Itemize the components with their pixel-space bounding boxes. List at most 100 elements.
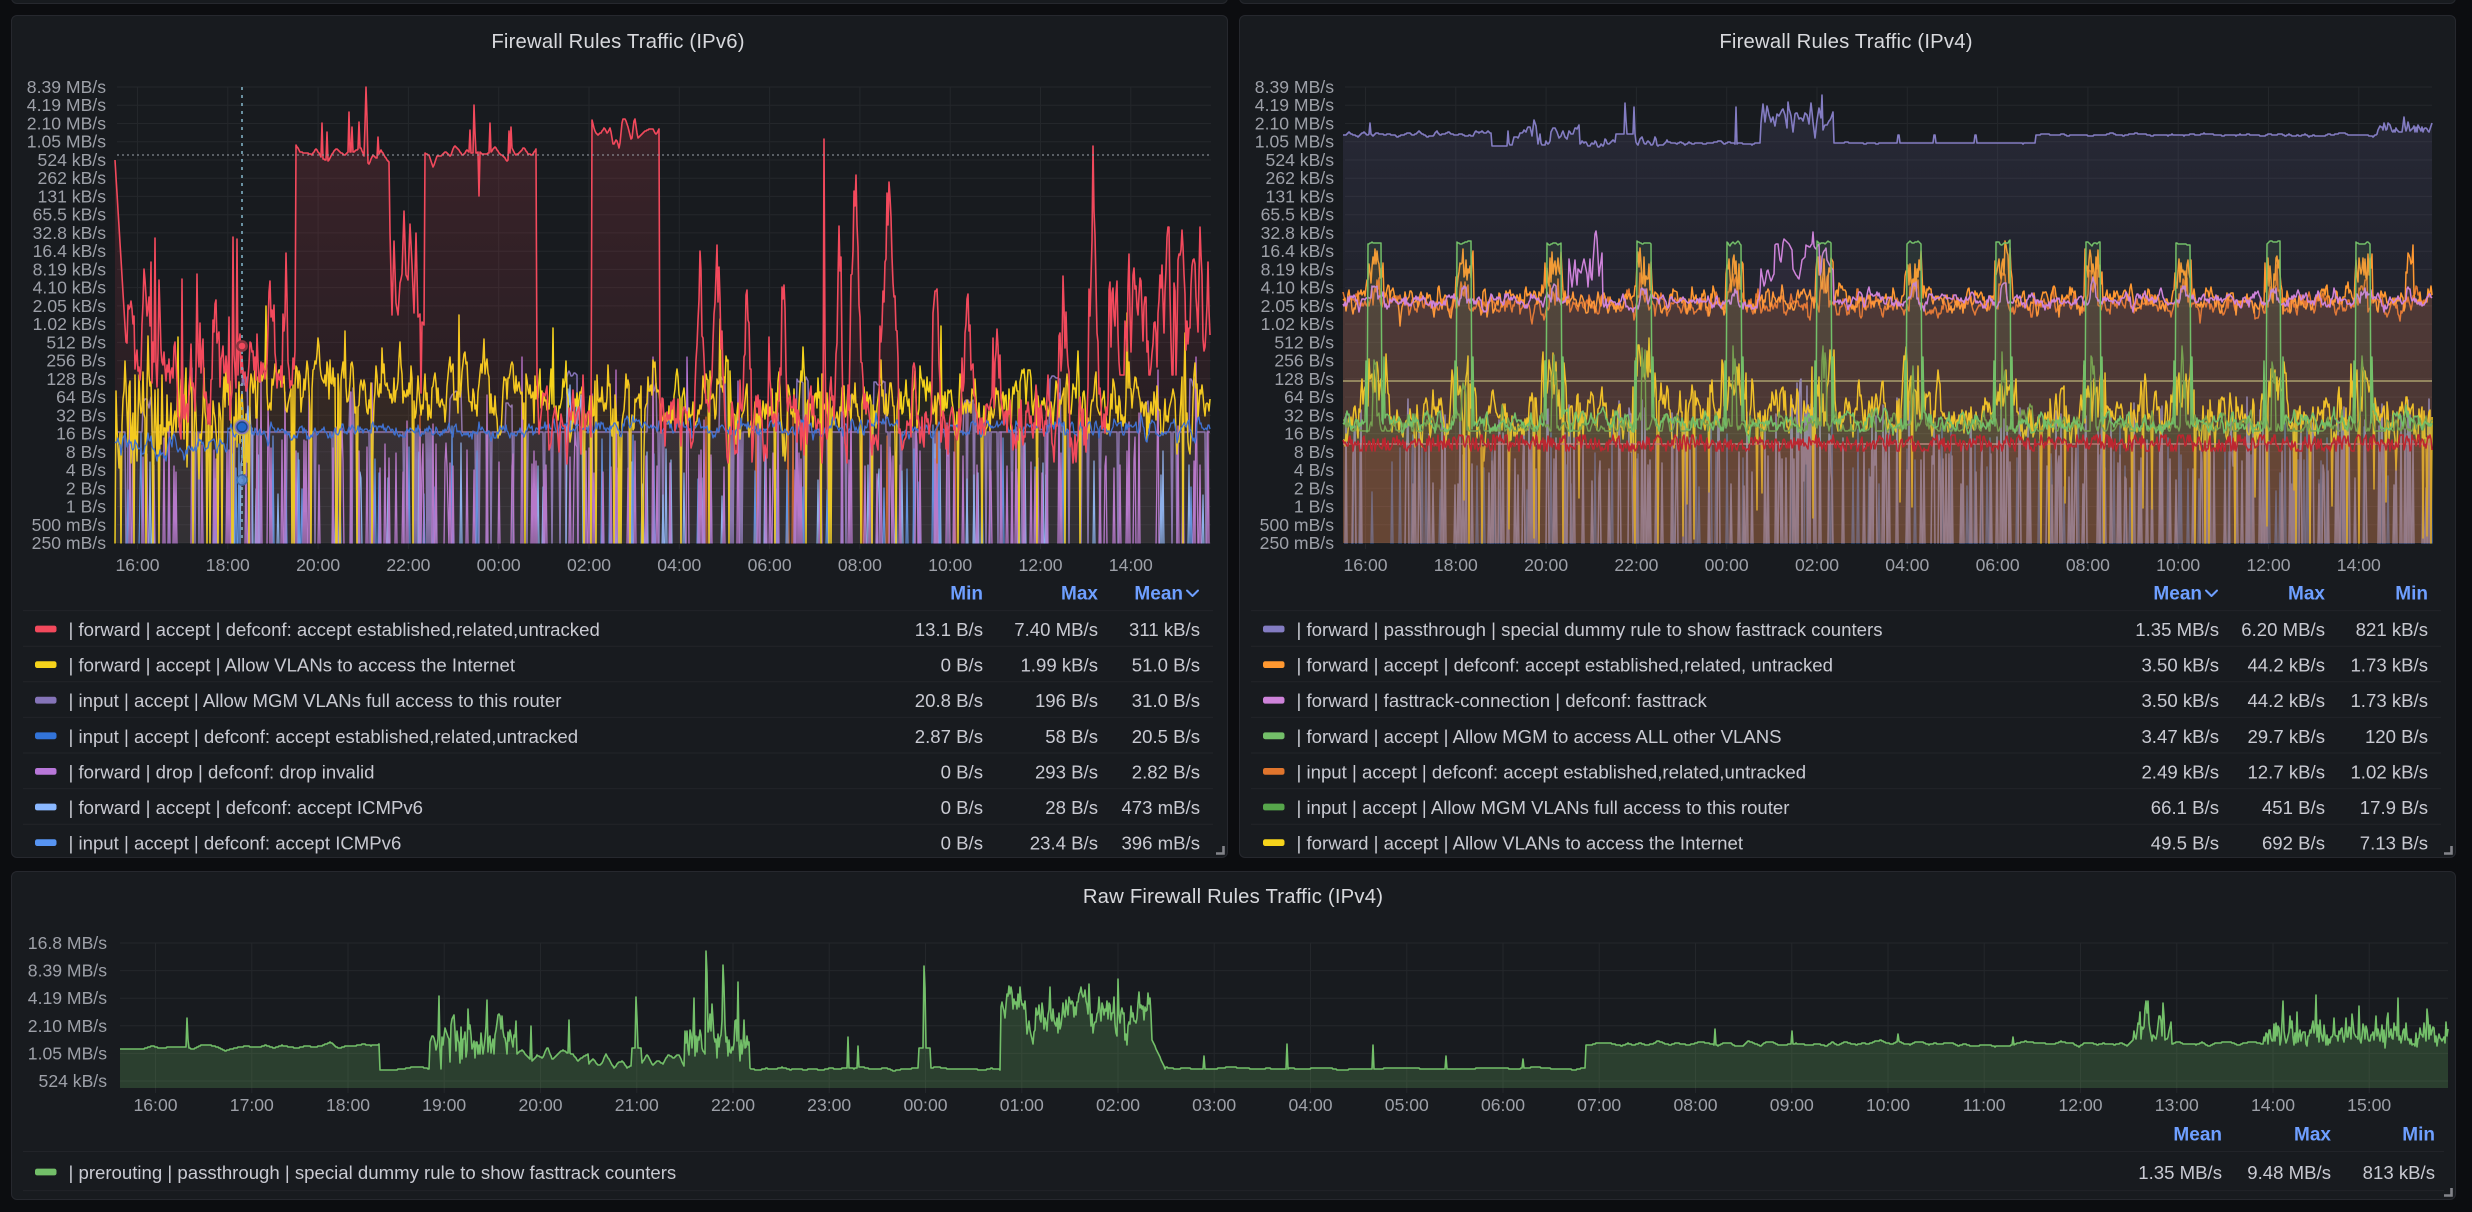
- svg-text:1.73 kB/s: 1.73 kB/s: [2350, 655, 2428, 676]
- svg-text:3.47 kB/s: 3.47 kB/s: [2141, 726, 2219, 747]
- svg-text:| input | accept | defconf: ac: | input | accept | defconf: accept ICMPv…: [69, 833, 402, 854]
- svg-text:16:00: 16:00: [1343, 555, 1387, 575]
- svg-text:Mean: Mean: [1134, 584, 1183, 605]
- svg-text:49.5 B/s: 49.5 B/s: [2151, 833, 2219, 854]
- svg-text:32.8 kB/s: 32.8 kB/s: [1261, 223, 1335, 243]
- svg-text:256 B/s: 256 B/s: [1274, 351, 1334, 371]
- svg-text:| input | accept | defconf: ac: | input | accept | defconf: accept estab…: [1297, 761, 1807, 782]
- svg-text:12:00: 12:00: [2058, 1095, 2102, 1115]
- svg-text:65.5 kB/s: 65.5 kB/s: [1261, 205, 1335, 225]
- svg-text:128 B/s: 128 B/s: [1274, 369, 1334, 389]
- svg-text:2.05 kB/s: 2.05 kB/s: [33, 296, 107, 316]
- svg-text:16.4 kB/s: 16.4 kB/s: [33, 241, 107, 261]
- svg-text:17.9 B/s: 17.9 B/s: [2360, 797, 2428, 818]
- svg-text:Firewall Rules Traffic (IPv4): Firewall Rules Traffic (IPv4): [1719, 31, 1972, 53]
- svg-text:8.19 kB/s: 8.19 kB/s: [1261, 259, 1335, 279]
- svg-text:20.8 B/s: 20.8 B/s: [915, 690, 983, 711]
- svg-text:06:00: 06:00: [748, 555, 792, 575]
- svg-text:51.0 B/s: 51.0 B/s: [1132, 655, 1200, 676]
- svg-text:262 kB/s: 262 kB/s: [1266, 168, 1335, 188]
- svg-text:4.19 MB/s: 4.19 MB/s: [27, 95, 106, 115]
- svg-text:1.02 kB/s: 1.02 kB/s: [33, 314, 107, 334]
- svg-text:09:00: 09:00: [1770, 1095, 1814, 1115]
- svg-text:16:00: 16:00: [115, 555, 159, 575]
- svg-text:2 B/s: 2 B/s: [66, 478, 106, 498]
- svg-text:20:00: 20:00: [296, 555, 340, 575]
- svg-text:44.2 kB/s: 44.2 kB/s: [2247, 655, 2325, 676]
- svg-text:18:00: 18:00: [206, 555, 250, 575]
- svg-text:08:00: 08:00: [2066, 555, 2110, 575]
- svg-text:131 kB/s: 131 kB/s: [38, 186, 107, 206]
- svg-text:14:00: 14:00: [2251, 1095, 2295, 1115]
- svg-text:17:00: 17:00: [230, 1095, 274, 1115]
- svg-text:| forward | accept | Allow VLA: | forward | accept | Allow VLANs to acce…: [69, 655, 516, 676]
- svg-text:20.5 B/s: 20.5 B/s: [1132, 726, 1200, 747]
- svg-text:3.50 kB/s: 3.50 kB/s: [2141, 690, 2219, 711]
- svg-text:4.10 kB/s: 4.10 kB/s: [1261, 278, 1335, 298]
- svg-text:64 B/s: 64 B/s: [56, 387, 106, 407]
- svg-text:Mean: Mean: [2153, 584, 2202, 605]
- svg-text:524 kB/s: 524 kB/s: [1266, 150, 1335, 170]
- svg-text:Max: Max: [2288, 584, 2325, 605]
- svg-text:05:00: 05:00: [1385, 1095, 1429, 1115]
- svg-text:18:00: 18:00: [326, 1095, 370, 1115]
- svg-text:20:00: 20:00: [1524, 555, 1568, 575]
- svg-text:08:00: 08:00: [838, 555, 882, 575]
- svg-text:311 kB/s: 311 kB/s: [1129, 619, 1200, 640]
- svg-text:06:00: 06:00: [1976, 555, 2020, 575]
- svg-text:524 kB/s: 524 kB/s: [38, 150, 107, 170]
- svg-text:1.35 MB/s: 1.35 MB/s: [2138, 1162, 2222, 1183]
- svg-text:1.02 kB/s: 1.02 kB/s: [2350, 761, 2428, 782]
- svg-text:2.10 MB/s: 2.10 MB/s: [27, 114, 106, 134]
- svg-text:8.39 MB/s: 8.39 MB/s: [1255, 77, 1334, 97]
- svg-text:512 B/s: 512 B/s: [46, 332, 106, 352]
- svg-text:64 B/s: 64 B/s: [1284, 387, 1334, 407]
- svg-text:12:00: 12:00: [2246, 555, 2290, 575]
- svg-text:04:00: 04:00: [1885, 555, 1929, 575]
- svg-text:1.05 MB/s: 1.05 MB/s: [1255, 132, 1334, 152]
- svg-text:0 B/s: 0 B/s: [941, 655, 983, 676]
- svg-text:524 kB/s: 524 kB/s: [39, 1071, 108, 1091]
- svg-text:9.48 MB/s: 9.48 MB/s: [2247, 1162, 2331, 1183]
- svg-text:| input | accept | Allow MGM V: | input | accept | Allow MGM VLANs full …: [69, 690, 562, 711]
- svg-text:58 B/s: 58 B/s: [1045, 726, 1098, 747]
- svg-text:7.13 B/s: 7.13 B/s: [2360, 833, 2428, 854]
- svg-text:07:00: 07:00: [1577, 1095, 1621, 1115]
- svg-text:256 B/s: 256 B/s: [46, 351, 106, 371]
- svg-text:00:00: 00:00: [1705, 555, 1749, 575]
- svg-text:131 kB/s: 131 kB/s: [1266, 186, 1335, 206]
- svg-text:02:00: 02:00: [1096, 1095, 1140, 1115]
- svg-text:02:00: 02:00: [1795, 555, 1839, 575]
- svg-text:2.10 MB/s: 2.10 MB/s: [1255, 114, 1334, 134]
- svg-text:| forward | accept | defconf:: | forward | accept | defconf: accept est…: [1297, 655, 1833, 676]
- svg-text:0 B/s: 0 B/s: [941, 833, 983, 854]
- svg-text:13:00: 13:00: [2155, 1095, 2199, 1115]
- svg-text:128 B/s: 128 B/s: [46, 369, 106, 389]
- svg-text:4 B/s: 4 B/s: [1294, 460, 1334, 480]
- svg-text:16 B/s: 16 B/s: [56, 424, 106, 444]
- svg-text:16:00: 16:00: [133, 1095, 177, 1115]
- svg-text:06:00: 06:00: [1481, 1095, 1525, 1115]
- svg-text:03:00: 03:00: [1192, 1095, 1236, 1115]
- svg-text:| forward | accept | Allow MGM: | forward | accept | Allow MGM to access…: [1297, 726, 1782, 747]
- svg-text:2.05 kB/s: 2.05 kB/s: [1261, 296, 1335, 316]
- svg-text:1.02 kB/s: 1.02 kB/s: [1261, 314, 1335, 334]
- svg-text:14:00: 14:00: [2337, 555, 2381, 575]
- svg-text:1.73 kB/s: 1.73 kB/s: [2350, 690, 2428, 711]
- svg-text:250 mB/s: 250 mB/s: [1260, 533, 1335, 553]
- svg-text:65.5 kB/s: 65.5 kB/s: [33, 205, 107, 225]
- svg-text:Min: Min: [2395, 584, 2428, 605]
- svg-text:1.05 MB/s: 1.05 MB/s: [28, 1043, 107, 1063]
- svg-text:8.39 MB/s: 8.39 MB/s: [28, 961, 107, 981]
- svg-text:15:00: 15:00: [2347, 1095, 2391, 1115]
- svg-text:00:00: 00:00: [903, 1095, 947, 1115]
- svg-text:1.05 MB/s: 1.05 MB/s: [27, 132, 106, 152]
- svg-text:Mean: Mean: [2173, 1125, 2222, 1146]
- svg-text:16.8 MB/s: 16.8 MB/s: [28, 933, 107, 953]
- svg-text:2.87 B/s: 2.87 B/s: [915, 726, 983, 747]
- svg-text:6.20 MB/s: 6.20 MB/s: [2241, 619, 2325, 640]
- svg-text:4.10 kB/s: 4.10 kB/s: [33, 278, 107, 298]
- svg-text:66.1 B/s: 66.1 B/s: [2151, 797, 2219, 818]
- svg-text:262 kB/s: 262 kB/s: [38, 168, 107, 188]
- svg-text:Max: Max: [2294, 1125, 2331, 1146]
